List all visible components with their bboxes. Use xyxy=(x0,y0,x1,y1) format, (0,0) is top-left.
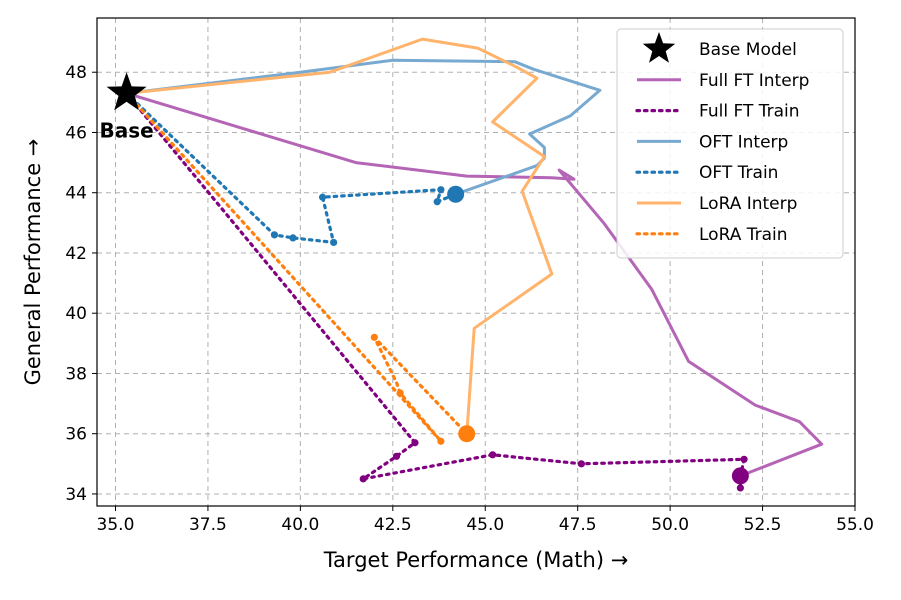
oft-train-point xyxy=(433,198,441,206)
full-ft-train-point xyxy=(392,452,401,460)
legend-label: OFT Interp xyxy=(699,132,788,152)
legend-box xyxy=(616,28,844,259)
y-tick-label: 34 xyxy=(65,485,87,505)
x-tick-label: 50.0 xyxy=(651,515,689,535)
x-tick-label: 55.0 xyxy=(836,515,874,535)
base-label: Base xyxy=(99,118,153,142)
legend-star-icon xyxy=(642,32,676,63)
x-tick-label: 42.5 xyxy=(374,515,412,535)
full-ft-train-point xyxy=(411,439,419,447)
legend-label: LoRA Interp xyxy=(699,194,797,214)
legend-label: Full FT Train xyxy=(699,102,800,122)
y-tick-label: 36 xyxy=(65,425,87,445)
full-ft-train-point xyxy=(359,475,367,483)
oft-train-point xyxy=(289,234,297,242)
x-tick-label: 35.0 xyxy=(97,515,135,535)
y-axis-ticks: 34 36 38 40 42 44 46 48 xyxy=(65,63,97,505)
legend-label: LoRA Train xyxy=(699,225,788,245)
x-tick-label: 37.5 xyxy=(189,515,227,535)
oft-train-final-point xyxy=(447,185,465,203)
plot-frame xyxy=(96,17,856,507)
lora-train-point xyxy=(370,333,378,341)
y-tick-label: 40 xyxy=(65,304,87,324)
lora-train-line xyxy=(124,91,469,443)
y-tick-label: 42 xyxy=(65,244,87,264)
x-axis-ticks: 35.0 37.5 40.0 42.5 45.0 47.5 50.0 52.5 55.0 xyxy=(97,506,874,535)
lora-train-final-point xyxy=(458,425,476,443)
oft-train-point xyxy=(270,231,279,239)
y-tick-label: 44 xyxy=(65,184,87,204)
oft-train-line xyxy=(124,91,458,244)
x-tick-label: 45.0 xyxy=(466,515,504,535)
legend-label: Base Model xyxy=(699,40,797,60)
y-axis-label: General Performance → xyxy=(21,139,45,386)
full-ft-train-point xyxy=(736,484,744,492)
full-ft-train-final-point xyxy=(731,467,749,485)
full-ft-train-point xyxy=(489,451,497,459)
y-tick-label: 46 xyxy=(65,123,87,143)
legend-label: OFT Train xyxy=(699,163,778,183)
oft-train-point xyxy=(318,193,327,201)
y-tick-label: 48 xyxy=(65,63,87,83)
full-ft-interp-line xyxy=(125,91,824,478)
x-tick-label: 47.5 xyxy=(559,515,597,535)
oft-train-point xyxy=(437,186,445,194)
full-ft-train-point xyxy=(740,455,748,463)
legend-label: Full FT Interp xyxy=(699,71,809,91)
series-layer: Base xyxy=(99,37,824,492)
full-ft-train-point xyxy=(577,460,585,468)
x-axis-label: Target Performance (Math) → xyxy=(323,548,629,572)
y-tick-label: 38 xyxy=(65,364,87,384)
lora-interp-line xyxy=(125,37,554,436)
x-tick-label: 40.0 xyxy=(281,515,319,535)
legend: Base Model Full FT Interp Full FT Train OFT… xyxy=(616,28,844,259)
x-tick-label: 52.5 xyxy=(744,515,782,535)
oft-train-point xyxy=(330,238,338,247)
lora-train-point xyxy=(437,437,445,445)
lora-train-point xyxy=(396,389,404,397)
base-model-star xyxy=(106,72,147,111)
